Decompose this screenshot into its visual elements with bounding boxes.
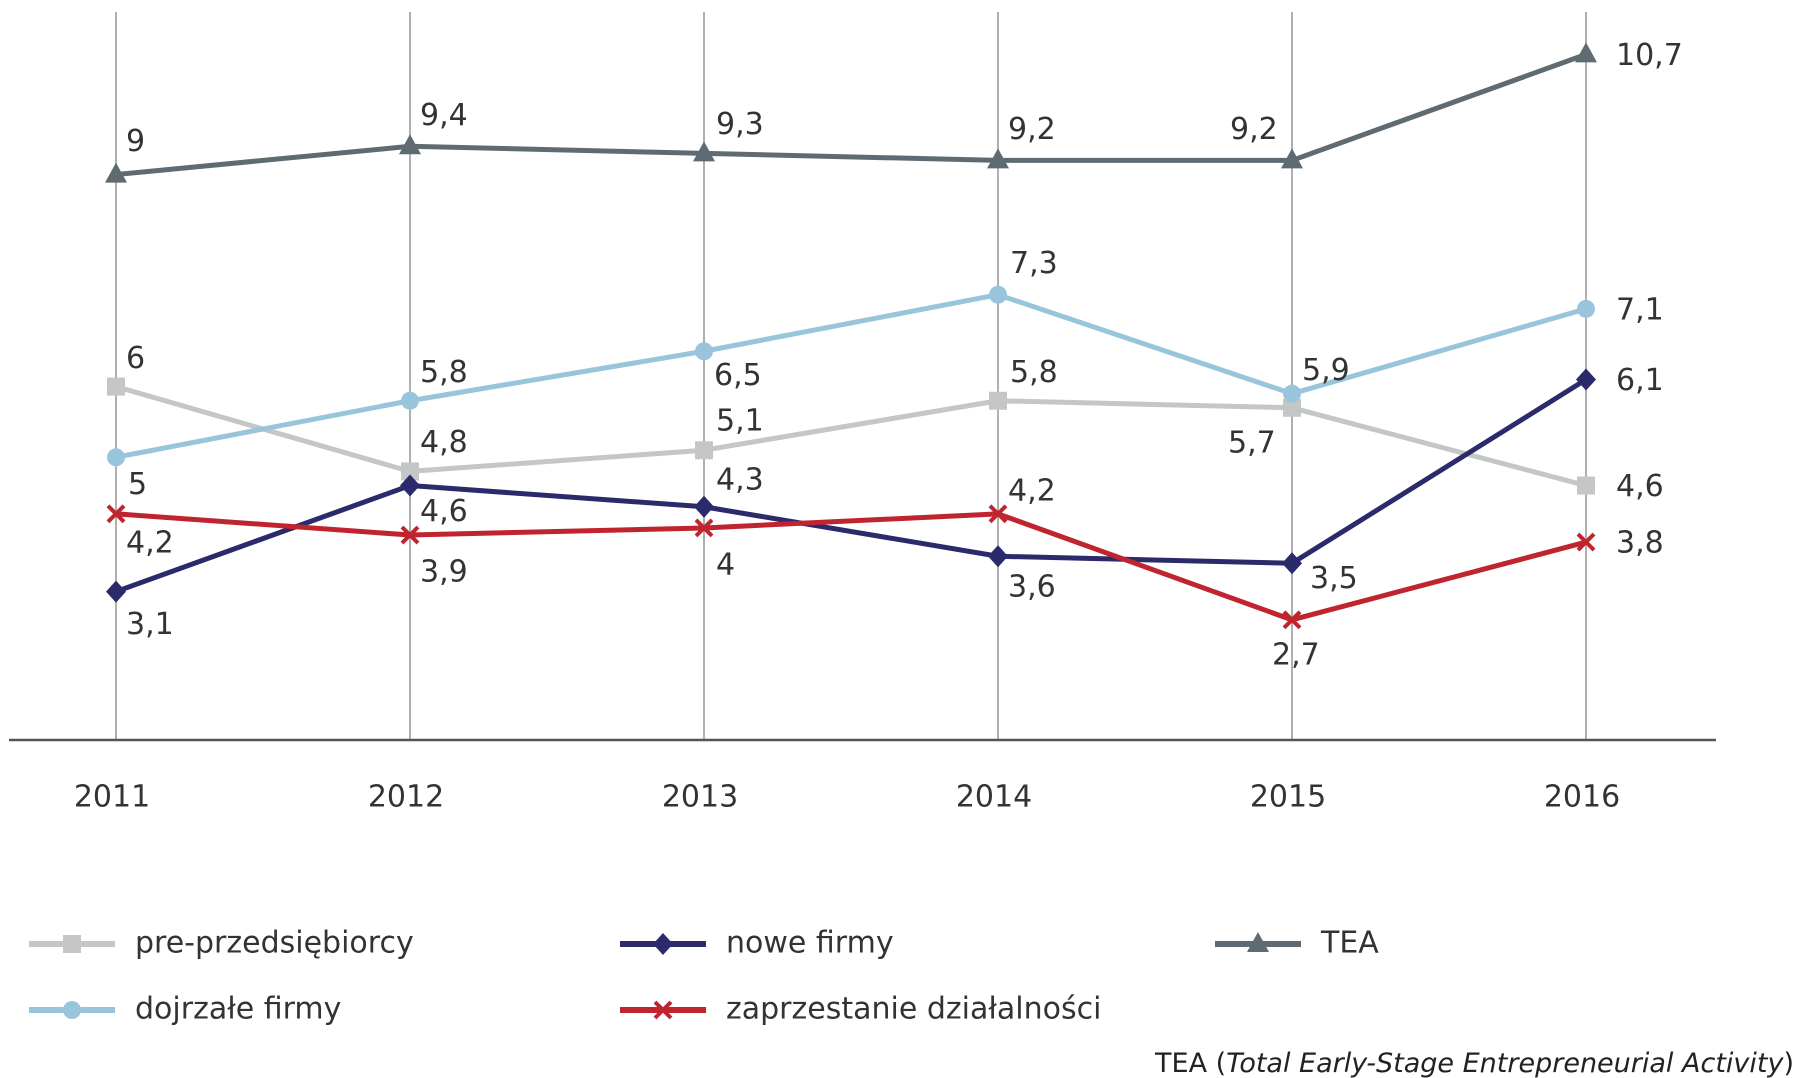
series-line [115, 52, 1587, 178]
data-label: 4,8 [420, 425, 468, 460]
data-label: 2,7 [1272, 637, 1320, 672]
marker [987, 148, 1009, 169]
marker [106, 580, 126, 603]
legend-label: nowe firmy [726, 926, 894, 961]
data-label: 4,2 [1008, 473, 1056, 508]
marker [989, 285, 1007, 304]
data-label: 5,9 [1302, 353, 1350, 388]
marker [399, 134, 421, 155]
data-label: 5,8 [420, 355, 468, 390]
data-label: 5,8 [1010, 355, 1058, 390]
marker [1282, 610, 1302, 630]
data-label: 6,1 [1616, 363, 1664, 398]
marker [1576, 532, 1596, 552]
data-label: 3,8 [1616, 526, 1664, 561]
x-tick-label: 2011 [74, 780, 150, 815]
marker [400, 474, 420, 497]
data-label: 7,3 [1010, 246, 1058, 281]
marker [695, 441, 713, 460]
marker [988, 504, 1008, 524]
data-label: 4,3 [716, 462, 764, 497]
marker [1575, 42, 1597, 63]
marker [106, 504, 126, 524]
marker [63, 935, 81, 953]
data-label: 4 [716, 547, 735, 582]
series-line [115, 292, 1587, 460]
marker [63, 1001, 81, 1019]
x-tick-label: 2013 [662, 780, 738, 815]
marker [694, 518, 714, 538]
marker [400, 525, 420, 545]
series-line [115, 511, 1587, 623]
data-label: 10,7 [1616, 38, 1683, 73]
marker [1281, 148, 1303, 169]
marker [401, 462, 419, 481]
footnote-part: TEA ( [1154, 1048, 1226, 1078]
data-label: 7,1 [1616, 292, 1664, 327]
legend-label: pre-przedsiębiorcy [135, 926, 414, 961]
marker [1283, 398, 1301, 417]
footnote-part: ) [1783, 1048, 1794, 1078]
data-label: 9,2 [1008, 112, 1056, 147]
data-label: 9 [126, 124, 145, 159]
marker [401, 391, 419, 410]
marker [1577, 299, 1595, 318]
marker [694, 495, 714, 518]
marker [105, 162, 127, 183]
marker [107, 448, 125, 467]
marker [1283, 384, 1301, 403]
marker [1577, 476, 1595, 495]
data-label: 5,1 [716, 404, 764, 439]
footnote: TEA (Total Early-Stage Entrepreneurial A… [1154, 1048, 1794, 1078]
legend-label: zaprzestanie działalności [726, 992, 1101, 1027]
data-label: 9,4 [420, 98, 468, 133]
marker [989, 391, 1007, 410]
data-label: 9,3 [716, 107, 764, 142]
data-label: 5 [128, 467, 147, 502]
x-tick-label: 2014 [956, 780, 1032, 815]
marker [988, 545, 1008, 568]
data-label: 6,5 [714, 358, 762, 393]
marker [653, 933, 673, 955]
marker [1576, 368, 1596, 391]
marker [653, 1000, 673, 1020]
data-label: 4,6 [1616, 469, 1664, 504]
data-label: 6 [126, 341, 145, 376]
marker [693, 141, 715, 162]
footnote-part: Total Early-Stage Entrepreneurial Activi… [1226, 1048, 1784, 1078]
series-line [115, 377, 1588, 594]
data-label: 3,1 [126, 607, 174, 642]
legend-label: TEA [1320, 926, 1379, 961]
data-label: 5,7 [1228, 425, 1276, 460]
marker [1247, 932, 1269, 952]
data-label: 4,2 [126, 525, 174, 560]
series-line [115, 384, 1587, 488]
legend-label: dojrzałe firmy [135, 992, 341, 1027]
data-label: 4,6 [420, 494, 468, 529]
x-tick-label: 2015 [1250, 780, 1326, 815]
data-label: 3,6 [1008, 570, 1056, 605]
data-label: 3,5 [1310, 561, 1358, 596]
marker [1282, 552, 1302, 575]
data-label: 3,9 [420, 555, 468, 590]
marker [107, 377, 125, 396]
data-label: 9,2 [1230, 112, 1278, 147]
x-tick-label: 2016 [1544, 780, 1620, 815]
x-tick-label: 2012 [368, 780, 444, 815]
marker [695, 342, 713, 361]
